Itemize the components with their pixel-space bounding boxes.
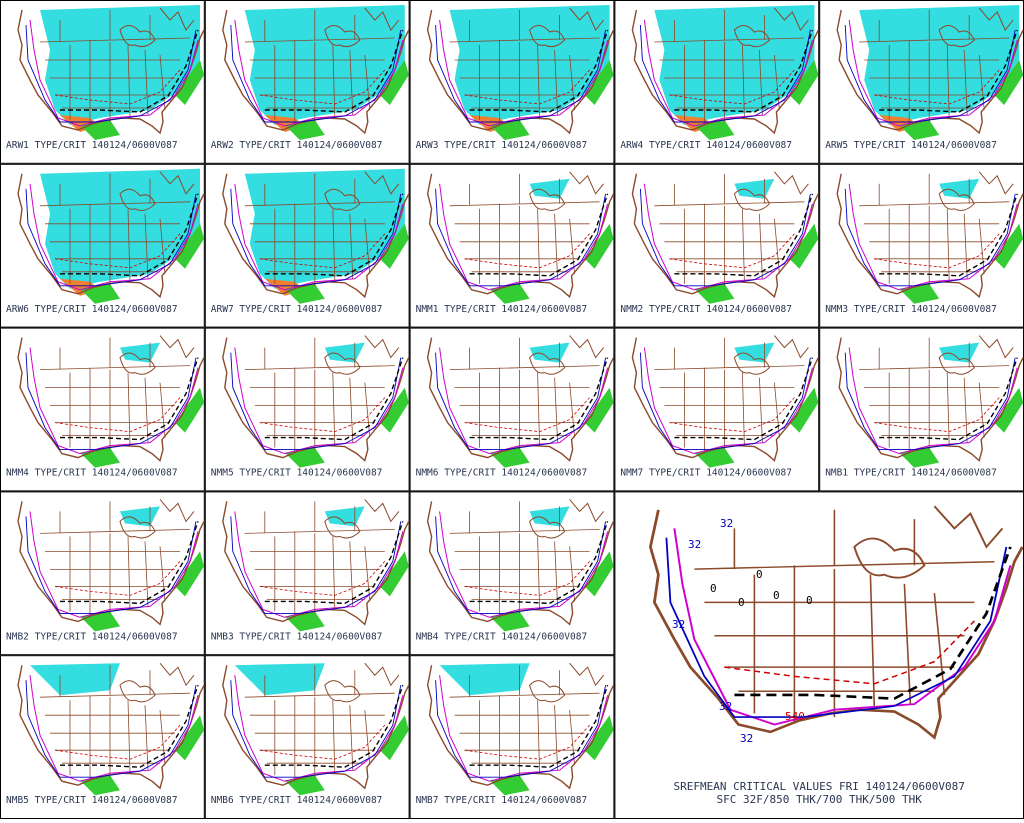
snow-area <box>234 663 325 696</box>
contour-label: 0 <box>756 568 763 581</box>
caption: SFC 32F/850 THK/700 THK/500 THK <box>717 793 923 806</box>
panel-label: NMB6 TYPE/CRIT 140124/0600V087 <box>211 795 383 806</box>
map-panel: ARW1 TYPE/CRIT 140124/0600V087 <box>0 0 205 164</box>
panel-label: NMB7 TYPE/CRIT 140124/0600V087 <box>416 795 588 806</box>
rain-area <box>899 223 1024 304</box>
map-panel: NMB2 TYPE/CRIT 140124/0600V087 <box>0 491 205 656</box>
map-panel: ARW7 TYPE/CRIT 140124/0600V087 <box>204 163 410 328</box>
rain-area <box>80 60 204 140</box>
contour-label: 32 <box>688 538 701 551</box>
map-panel: NMB5 TYPE/CRIT 140124/0600V087 <box>0 655 205 820</box>
rain-area <box>284 60 409 140</box>
map-panel: NMB3 TYPE/CRIT 140124/0600V087 <box>204 491 410 656</box>
rain-area <box>694 223 819 304</box>
snow-area <box>30 663 120 696</box>
rain-area <box>80 551 204 632</box>
contour-label: 32 <box>672 618 685 631</box>
rain-area <box>899 60 1024 140</box>
map-panel: ARW6 TYPE/CRIT 140124/0600V087 <box>0 163 205 328</box>
snow-area <box>439 663 530 696</box>
map-panel: ARW5 TYPE/CRIT 140124/0600V087 <box>819 0 1024 164</box>
panel-label: ARW1 TYPE/CRIT 140124/0600V087 <box>6 140 178 151</box>
map-panel: NMM1 TYPE/CRIT 140124/0600V087 <box>409 163 615 328</box>
map-panel: NMM7 TYPE/CRIT 140124/0600V087 <box>614 327 820 492</box>
panel-label: NMM7 TYPE/CRIT 140124/0600V087 <box>620 468 792 479</box>
rain-area <box>80 387 204 468</box>
contour-label: 0 <box>738 596 745 609</box>
map-panel: ARW4 TYPE/CRIT 140124/0600V087 <box>614 0 820 164</box>
map-panel: NMB6 TYPE/CRIT 140124/0600V087 <box>204 655 410 820</box>
panel-label: NMM3 TYPE/CRIT 140124/0600V087 <box>825 304 997 315</box>
map-panel: ARW3 TYPE/CRIT 140124/0600V087 <box>409 0 615 164</box>
panel-label: NMB2 TYPE/CRIT 140124/0600V087 <box>6 631 178 642</box>
contour-label: 32 <box>719 700 732 713</box>
rain-area <box>694 387 819 468</box>
map-panel: NMM5 TYPE/CRIT 140124/0600V087 <box>204 327 410 492</box>
contour-label: 32 <box>740 732 753 745</box>
contour-label: 540 <box>785 710 805 723</box>
panel-label: NMB4 TYPE/CRIT 140124/0600V087 <box>416 631 588 642</box>
panel-label: NMM5 TYPE/CRIT 140124/0600V087 <box>211 468 383 479</box>
rain-area <box>284 387 409 468</box>
panel-label: NMM1 TYPE/CRIT 140124/0600V087 <box>416 304 588 315</box>
panel-label: NMM6 TYPE/CRIT 140124/0600V087 <box>416 468 588 479</box>
panel-label: NMM4 TYPE/CRIT 140124/0600V087 <box>6 468 178 479</box>
rain-area <box>80 715 204 796</box>
panel-label: NMB1 TYPE/CRIT 140124/0600V087 <box>825 468 997 479</box>
caption: SREFMEAN CRITICAL VALUES FRI 140124/0600… <box>673 780 964 793</box>
contour-label: 0 <box>710 582 717 595</box>
panel-label: NMB3 TYPE/CRIT 140124/0600V087 <box>211 631 383 642</box>
map-panel: NMM6 TYPE/CRIT 140124/0600V087 <box>409 327 615 492</box>
panel-background <box>204 491 410 656</box>
panel-label: ARW2 TYPE/CRIT 140124/0600V087 <box>211 140 383 151</box>
rain-area <box>489 223 614 304</box>
map-panel: NMM2 TYPE/CRIT 140124/0600V087 <box>614 163 820 328</box>
panel-label: ARW6 TYPE/CRIT 140124/0600V087 <box>6 304 178 315</box>
rain-area <box>284 551 409 632</box>
rain-area <box>80 223 204 304</box>
panel-label: ARW4 TYPE/CRIT 140124/0600V087 <box>620 140 792 151</box>
panel-label: ARW3 TYPE/CRIT 140124/0600V087 <box>416 140 588 151</box>
map-panel: NMM3 TYPE/CRIT 140124/0600V087 <box>819 163 1024 328</box>
rain-area <box>284 715 409 796</box>
panel-label: NMM2 TYPE/CRIT 140124/0600V087 <box>620 304 792 315</box>
rain-area <box>489 715 614 796</box>
map-panel: NMB7 TYPE/CRIT 140124/0600V087 <box>409 655 615 820</box>
rain-area <box>899 387 1024 468</box>
panel-label: ARW7 TYPE/CRIT 140124/0600V087 <box>211 304 383 315</box>
contour-label: 32 <box>720 517 733 530</box>
map-panel: NMB4 TYPE/CRIT 140124/0600V087 <box>409 491 615 656</box>
map-panel: NMB1 TYPE/CRIT 140124/0600V087 <box>819 327 1024 492</box>
rain-area <box>284 223 409 304</box>
rain-area <box>489 387 614 468</box>
map-panel: NMM4 TYPE/CRIT 140124/0600V087 <box>0 327 205 492</box>
contour-label: 0 <box>806 594 813 607</box>
map-panel: ARW2 TYPE/CRIT 140124/0600V087 <box>204 0 410 164</box>
panel-label: ARW5 TYPE/CRIT 140124/0600V087 <box>825 140 997 151</box>
contour-label: 0 <box>773 589 780 602</box>
rain-area <box>489 551 614 632</box>
rain-area <box>694 60 819 140</box>
panel-label: NMB5 TYPE/CRIT 140124/0600V087 <box>6 795 178 806</box>
panel-background <box>409 163 615 328</box>
rain-area <box>489 60 614 140</box>
